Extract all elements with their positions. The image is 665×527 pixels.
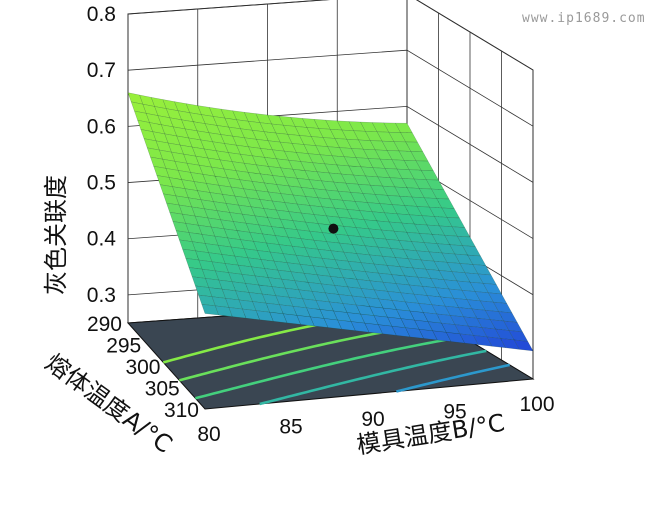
x-tick-label: 90 bbox=[361, 408, 384, 431]
z-tick-label: 0.6 bbox=[87, 115, 116, 138]
z-tick-label: 0.7 bbox=[87, 59, 116, 82]
z-gridline bbox=[127, 0, 534, 71]
optimum-point-marker bbox=[328, 223, 339, 234]
contour-line bbox=[195, 335, 464, 400]
x-tick-label: 95 bbox=[443, 401, 466, 424]
z-tick-label: 0.5 bbox=[87, 172, 116, 195]
x-tick-label: 100 bbox=[519, 393, 554, 416]
watermark-text: www.ip1689.com bbox=[522, 11, 646, 26]
tick-labels: 0.3 0.4 0.5 0.6 0.7 0.8 80 85 90 95 100 29029530030… bbox=[87, 3, 555, 446]
response-surface bbox=[127, 92, 534, 352]
z-tick-label: 0.4 bbox=[87, 228, 117, 251]
z-tick-label: 0.8 bbox=[87, 3, 116, 26]
contour-line bbox=[259, 349, 487, 406]
y-tick-label: 290 bbox=[87, 313, 122, 336]
contour-line bbox=[396, 363, 510, 393]
y-tick-label: 295 bbox=[106, 335, 141, 358]
x-tick-label: 85 bbox=[279, 416, 302, 439]
surface-cell bbox=[513, 339, 534, 352]
z-axis-title: 灰色关联度 bbox=[42, 175, 70, 295]
y-tick-label: 300 bbox=[125, 356, 160, 379]
z-tick-label: 0.3 bbox=[87, 284, 116, 307]
x-tick-label: 80 bbox=[197, 423, 220, 446]
y-tick-label: 310 bbox=[164, 399, 199, 422]
y-tick-label: 305 bbox=[145, 378, 180, 401]
